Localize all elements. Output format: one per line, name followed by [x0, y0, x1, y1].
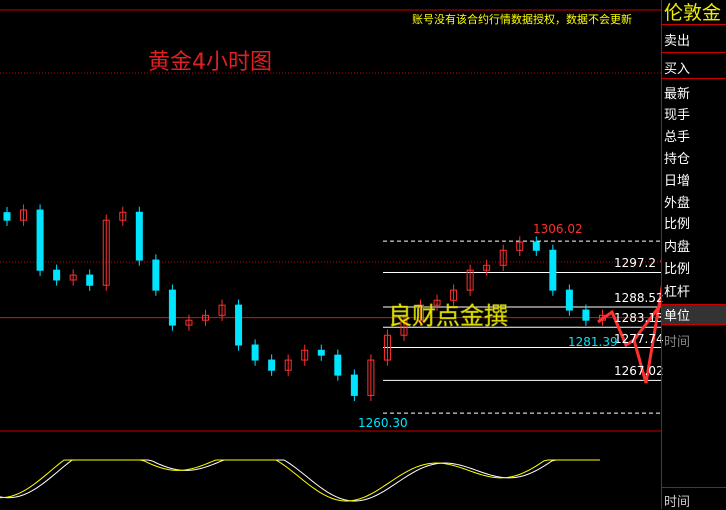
arrow-head: [660, 259, 661, 262]
candle-body: [499, 249, 507, 266]
chart-title: 黄金4小时图: [148, 50, 272, 75]
sidebar-item: 卖出: [664, 34, 691, 49]
candle-body: [350, 374, 358, 396]
sidebar-item: 持仓: [664, 152, 691, 167]
candle-body: [516, 241, 524, 251]
low-label: 1260.30: [358, 416, 408, 430]
watermark: 良财点金撰: [388, 302, 509, 331]
sidebar-item: 日增: [664, 174, 691, 189]
sidebar-item: 时间: [664, 335, 691, 350]
k-line: [0, 459, 600, 502]
candle-body: [185, 319, 193, 326]
sidebar-item: 外盘: [664, 196, 691, 211]
instrument-name: 伦敦金: [664, 2, 722, 24]
sidebar-item: 比例: [664, 262, 691, 277]
candle-body: [251, 344, 259, 361]
candle-body: [433, 299, 441, 306]
quote-sidebar: 伦敦金 卖出 买入 最新 现手 总手 持仓 日增 外盘 比例 内盘 比例 杠杆 单位 时间 时间: [661, 0, 726, 510]
candle-body: [168, 289, 176, 326]
candle-body: [102, 219, 110, 286]
level-label: 1277.74: [614, 331, 664, 346]
candle-body: [86, 274, 94, 286]
candle-body: [201, 314, 209, 321]
candle-body: [3, 212, 11, 221]
candle-body: [383, 334, 391, 361]
candle-body: [549, 249, 557, 291]
candle-body: [400, 319, 408, 336]
level-label: 1283.13: [614, 311, 664, 326]
sidebar-item: 现手: [664, 108, 691, 123]
sidebar-item: 单位: [662, 304, 726, 325]
candle-body: [532, 241, 540, 251]
data-authorization-notice: 账号没有该合约行情数据授权，数据不会更新: [412, 13, 632, 26]
candle-body: [367, 359, 375, 396]
candle-body: [284, 359, 292, 371]
sidebar-item: 比例: [664, 217, 691, 232]
d-line: [0, 459, 600, 502]
candle-body: [317, 349, 325, 356]
candle-body: [483, 264, 491, 271]
sidebar-item: 内盘: [664, 240, 691, 255]
candle-body: [417, 304, 425, 321]
candle-body: [20, 209, 28, 221]
candle-body: [135, 211, 143, 261]
candle-body: [450, 289, 458, 301]
price-chart[interactable]: [0, 0, 661, 509]
candle-body: [235, 304, 243, 346]
candle-body: [53, 269, 61, 281]
sidebar-item: 总手: [664, 130, 691, 145]
level-label: 1267.02: [614, 364, 664, 379]
level-label: 1297.2: [614, 256, 656, 271]
sidebar-time-bottom: 时间: [664, 495, 691, 510]
candle-body: [466, 269, 474, 291]
sidebar-item: 最新: [664, 87, 691, 102]
candle-body: [565, 289, 573, 311]
last-low-label: 1281.39: [568, 335, 618, 349]
candle-body: [152, 259, 160, 291]
level-label: 1288.52: [614, 290, 664, 305]
sidebar-item: 买入: [664, 62, 691, 77]
candle-body: [119, 211, 127, 221]
candle-body: [582, 309, 590, 321]
forecast-arrow: [597, 284, 661, 384]
candle-body: [36, 209, 44, 271]
candle-body: [268, 359, 276, 371]
candle-body: [301, 349, 309, 361]
sidebar-item: 杠杆: [664, 285, 691, 300]
candle-body: [218, 304, 226, 316]
high-label: 1306.02: [533, 222, 583, 236]
candle-body: [69, 274, 77, 281]
candle-body: [334, 354, 342, 376]
forecast-arrow: [632, 301, 661, 341]
